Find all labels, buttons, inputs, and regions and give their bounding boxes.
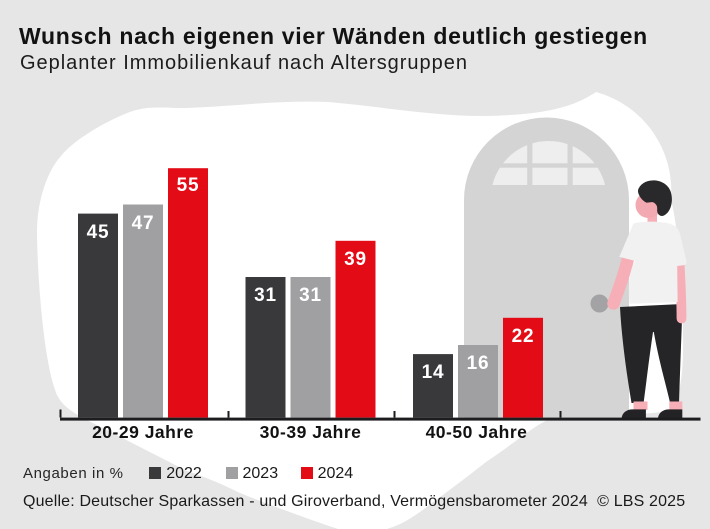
svg-text:47: 47 [132, 213, 155, 234]
svg-text:45: 45 [87, 222, 110, 243]
svg-text:14: 14 [422, 362, 445, 383]
svg-text:39: 39 [344, 249, 367, 270]
svg-text:31: 31 [299, 285, 322, 306]
svg-text:31: 31 [254, 285, 277, 306]
svg-text:55: 55 [177, 175, 200, 196]
svg-text:22: 22 [512, 326, 535, 347]
svg-text:16: 16 [467, 353, 490, 374]
